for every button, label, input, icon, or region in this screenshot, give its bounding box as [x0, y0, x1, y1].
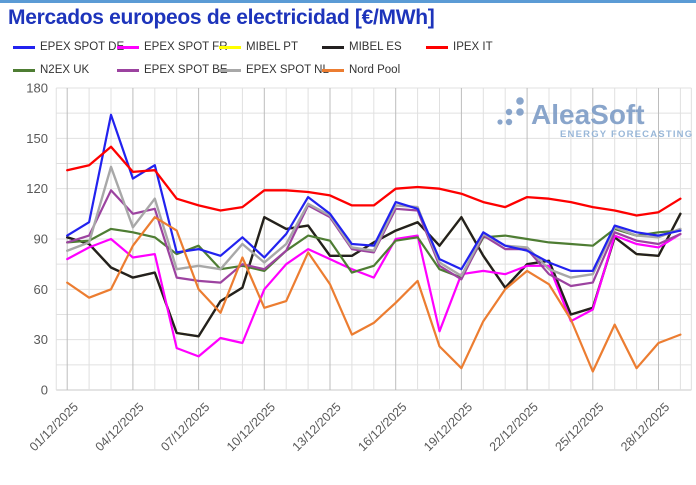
- legend-swatch-icon: [322, 68, 344, 72]
- legend-label: EPEX SPOT BE: [144, 64, 228, 76]
- legend-label: EPEX SPOT FR: [144, 41, 228, 53]
- legend-item-mibel-pt: MIBEL PT: [219, 41, 298, 53]
- series-line-epex-spot-de: [66, 113, 682, 272]
- legend-label: N2EX UK: [40, 64, 90, 76]
- legend-label: IPEX IT: [453, 41, 493, 53]
- y-axis-tick-label: 0: [41, 383, 48, 398]
- x-axis-tick-label: 19/12/2025: [421, 400, 475, 454]
- series-line-nord-pool: [66, 216, 682, 373]
- legend-label: EPEX SPOT NL: [246, 64, 329, 76]
- legend-item-epex-spot-be: EPEX SPOT BE: [117, 64, 228, 76]
- legend-label: MIBEL PT: [246, 41, 298, 53]
- x-axis-tick-label: 25/12/2025: [552, 400, 606, 454]
- legend-swatch-icon: [219, 68, 241, 72]
- series-line-epex-spot-nl: [65, 165, 682, 279]
- x-axis-tick-label: 04/12/2025: [93, 400, 147, 454]
- watermark-brand: AleaSoft: [531, 99, 645, 130]
- legend-swatch-icon: [322, 45, 344, 49]
- legend-item-epex-spot-fr: EPEX SPOT FR: [117, 41, 228, 53]
- series-line-ipex-it: [66, 145, 682, 217]
- logo-dot-icon: [516, 97, 524, 105]
- x-axis-tick-label: 01/12/2025: [27, 400, 81, 454]
- y-axis-tick-label: 30: [34, 332, 48, 347]
- y-axis-tick-label: 90: [34, 232, 48, 247]
- y-axis-tick-label: 120: [26, 181, 48, 196]
- x-axis-tick-label: 13/12/2025: [290, 400, 344, 454]
- x-axis-tick-label: 10/12/2025: [224, 400, 278, 454]
- watermark-tagline: ENERGY FORECASTING: [560, 129, 693, 140]
- legend-swatch-icon: [13, 45, 35, 49]
- series-line-epex-spot-be: [66, 189, 682, 288]
- y-axis-tick-label: 150: [26, 131, 48, 146]
- legend-item-mibel-es: MIBEL ES: [322, 41, 402, 53]
- legend-swatch-icon: [117, 68, 139, 72]
- logo-dot-icon: [505, 118, 513, 126]
- legend-swatch-icon: [219, 45, 241, 49]
- legend-item-ipex-it: IPEX IT: [426, 41, 493, 53]
- legend-item-epex-spot-de: EPEX SPOT DE: [13, 41, 124, 53]
- x-axis-tick-label: 28/12/2025: [618, 400, 672, 454]
- logo-dot-icon: [497, 119, 503, 125]
- legend-label: MIBEL ES: [349, 41, 402, 53]
- logo-dot-icon: [516, 108, 524, 116]
- series-line-epex-spot-fr: [66, 232, 682, 358]
- legend-swatch-icon: [426, 45, 448, 49]
- y-axis-tick-label: 180: [26, 81, 48, 96]
- legend-item-epex-spot-nl: EPEX SPOT NL: [219, 64, 329, 76]
- logo-dot-icon: [505, 108, 513, 116]
- top-border: [0, 0, 696, 3]
- y-axis-tick-label: 60: [34, 282, 48, 297]
- legend-label: Nord Pool: [349, 64, 401, 76]
- x-axis-tick-label: 22/12/2025: [487, 400, 541, 454]
- legend-item-nord-pool: Nord Pool: [322, 64, 400, 76]
- x-axis-tick-label: 16/12/2025: [355, 400, 409, 454]
- legend-swatch-icon: [13, 68, 35, 72]
- legend-swatch-icon: [117, 45, 139, 49]
- legend-item-n2ex-uk: N2EX UK: [13, 64, 89, 76]
- x-axis-tick-label: 07/12/2025: [158, 400, 212, 454]
- page-title: Mercados europeos de electricidad [€/MWh…: [8, 6, 435, 29]
- chart-legend: EPEX SPOT DE EPEX SPOT FR MIBEL PT MIBEL ES…: [0, 0, 696, 80]
- legend-label: EPEX SPOT DE: [40, 41, 125, 53]
